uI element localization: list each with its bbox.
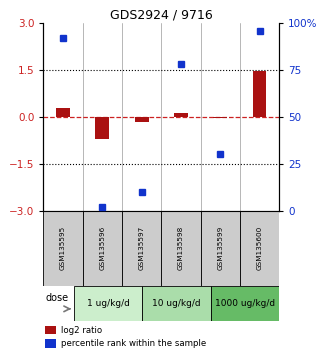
Bar bbox=[95, 117, 109, 139]
Text: percentile rank within the sample: percentile rank within the sample bbox=[61, 339, 206, 348]
Text: GSM135599: GSM135599 bbox=[217, 226, 223, 270]
Bar bbox=[201, 211, 240, 286]
Text: GSM135597: GSM135597 bbox=[139, 226, 145, 270]
Bar bbox=[122, 211, 161, 286]
Text: GSM135595: GSM135595 bbox=[60, 226, 66, 270]
Text: GSM135596: GSM135596 bbox=[99, 226, 105, 270]
Bar bbox=[45, 339, 56, 348]
Text: GSM135600: GSM135600 bbox=[256, 226, 263, 270]
Bar bbox=[45, 326, 56, 335]
Bar bbox=[83, 211, 122, 286]
Bar bbox=[74, 286, 143, 321]
Bar bbox=[174, 113, 188, 117]
Bar bbox=[213, 117, 227, 119]
Bar bbox=[43, 211, 83, 286]
Text: 1 ug/kg/d: 1 ug/kg/d bbox=[87, 299, 130, 308]
Text: log2 ratio: log2 ratio bbox=[61, 326, 102, 335]
Bar bbox=[143, 286, 211, 321]
Bar bbox=[211, 286, 279, 321]
Bar bbox=[240, 211, 279, 286]
Text: 10 ug/kg/d: 10 ug/kg/d bbox=[152, 299, 201, 308]
Text: 1000 ug/kg/d: 1000 ug/kg/d bbox=[215, 299, 275, 308]
Bar bbox=[135, 117, 149, 122]
Bar bbox=[253, 70, 266, 117]
Bar bbox=[161, 211, 201, 286]
Text: GSM135598: GSM135598 bbox=[178, 226, 184, 270]
Bar bbox=[56, 108, 70, 117]
Title: GDS2924 / 9716: GDS2924 / 9716 bbox=[110, 9, 213, 22]
Text: dose: dose bbox=[45, 293, 68, 303]
